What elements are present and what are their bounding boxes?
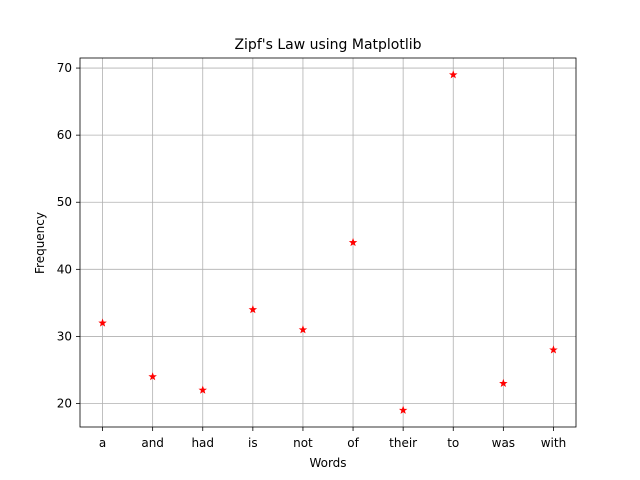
x-tick-label: is — [248, 436, 258, 450]
x-tick-label: of — [347, 436, 359, 450]
y-tick-label: 20 — [57, 397, 72, 411]
data-point-was — [499, 378, 508, 388]
ticks-layer: a and had is not of their to was with 20 30 40 50 60 70 — [57, 61, 566, 450]
data-point-not — [298, 325, 308, 334]
data-point-with — [549, 345, 558, 354]
y-tick-label: 40 — [57, 262, 72, 276]
x-tick-label: with — [541, 436, 566, 450]
x-tick-label: their — [389, 436, 417, 450]
y-tick-label: 60 — [57, 128, 72, 142]
y-tick-label: 70 — [57, 61, 72, 75]
x-tick-label: had — [191, 436, 214, 450]
marks-layer — [98, 70, 558, 414]
plot-frame — [79, 57, 577, 428]
x-tick-label: to — [447, 436, 459, 450]
data-point-had — [198, 385, 207, 394]
data-point-is — [248, 305, 258, 314]
chart-title: Zipf's Law using Matplotlib — [234, 37, 421, 53]
data-point-and — [148, 372, 157, 381]
x-axis-label: Words — [309, 456, 346, 470]
data-point-of — [348, 238, 358, 247]
grid-layer — [80, 58, 576, 427]
data-point-their — [398, 405, 408, 414]
data-point-a — [98, 318, 107, 327]
x-tick-label: a — [99, 436, 106, 450]
y-axis-label: Frequency — [33, 212, 47, 274]
y-tick-label: 30 — [57, 329, 72, 343]
x-tick-label: was — [492, 436, 515, 450]
data-point-to — [449, 70, 458, 79]
x-tick-label: and — [141, 436, 164, 450]
y-tick-label: 50 — [57, 195, 72, 209]
x-tick-label: not — [293, 436, 313, 450]
